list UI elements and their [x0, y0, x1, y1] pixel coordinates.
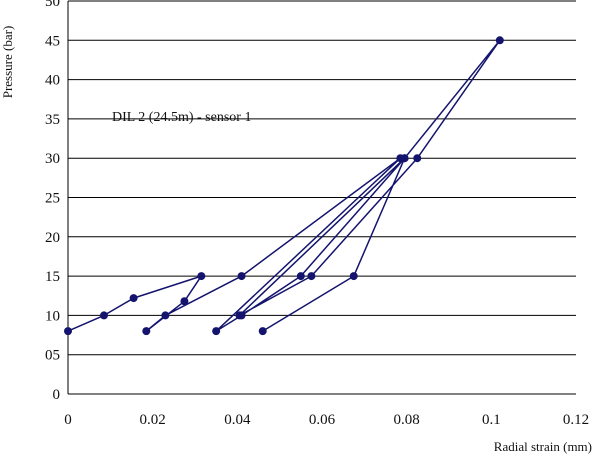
- data-point: [197, 272, 206, 281]
- data-point: [400, 154, 409, 163]
- data-point: [161, 311, 170, 320]
- chart-annotation: DIL 2 (24.5m) - sensor 1: [112, 110, 251, 125]
- x-axis-title: Radial strain (mm): [494, 439, 592, 454]
- y-tick-label: 35: [45, 112, 60, 128]
- data-point: [212, 327, 221, 336]
- y-tick-labels: 0 05 10 15 20 25 30 35 40 45 50: [45, 0, 60, 403]
- y-tick-label: 10: [45, 308, 60, 324]
- x-tick-label: 0.06: [309, 412, 336, 428]
- x-tick-label: 0.04: [224, 412, 251, 428]
- x-tick-label: 0.1: [482, 412, 501, 428]
- data-point: [99, 311, 108, 320]
- data-point: [495, 36, 504, 45]
- y-axis-title: Pressure (bar): [0, 26, 15, 99]
- data-point: [142, 327, 151, 336]
- data-point: [235, 311, 244, 320]
- x-tick-labels: 0 0.02 0.04 0.06 0.08 0.1 0.12: [64, 412, 589, 428]
- x-tick-label: 0.02: [140, 412, 166, 428]
- series-line: [67, 39, 501, 332]
- x-tick-label: 0.12: [563, 412, 589, 428]
- y-tick-label: 15: [45, 269, 60, 285]
- data-point: [349, 272, 358, 281]
- y-tick-label: 50: [45, 0, 60, 10]
- grid-lines: [68, 0, 576, 356]
- data-point: [413, 154, 422, 163]
- data-point: [258, 327, 267, 336]
- data-point: [237, 272, 246, 281]
- data-point: [180, 297, 189, 306]
- y-tick-label: 40: [45, 73, 60, 89]
- series: [64, 36, 504, 336]
- x-tick-label: 0: [64, 412, 72, 428]
- x-tick-label: 0.08: [394, 412, 420, 428]
- y-tick-label: 20: [45, 230, 60, 246]
- data-point: [64, 327, 72, 336]
- data-point: [129, 294, 138, 303]
- y-tick-label: 0: [53, 387, 61, 403]
- y-tick-label: 05: [45, 348, 60, 364]
- data-point: [307, 272, 316, 281]
- y-tick-label: 25: [45, 191, 60, 207]
- y-tick-label: 30: [45, 151, 60, 167]
- data-point: [296, 272, 305, 281]
- y-tick-label: 45: [45, 33, 60, 49]
